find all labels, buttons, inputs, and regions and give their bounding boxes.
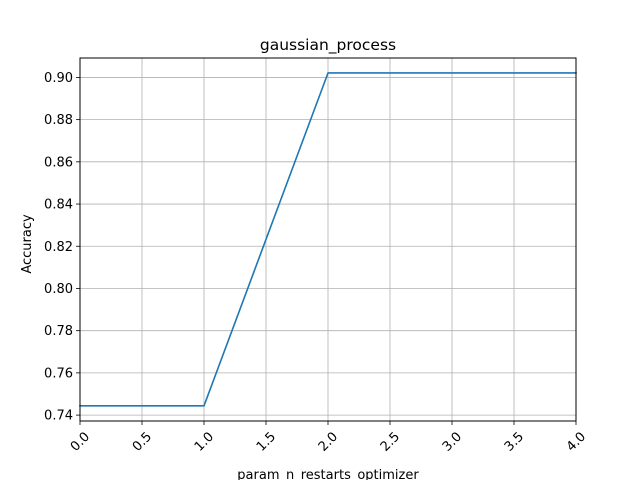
chart-title: gaussian_process [260, 36, 396, 55]
y-tick-label: 0.86 [44, 155, 73, 170]
y-tick-label: 0.82 [44, 240, 73, 255]
y-axis-label: Accuracy [20, 214, 35, 274]
y-tick-label: 0.80 [44, 282, 73, 297]
ticks: 0.0 0.5 1.0 1.5 2.0 2.5 3.0 3.5 4.00.740.760.780… [44, 71, 589, 455]
y-tick-label: 0.74 [44, 409, 73, 424]
x-axis-label: param_n_restarts_optimizer [237, 468, 419, 480]
y-tick-label: 0.78 [44, 324, 73, 339]
grid [79, 58, 577, 421]
y-tick-label: 0.84 [44, 198, 73, 213]
y-tick-label: 0.76 [44, 366, 73, 381]
y-tick-label: 0.88 [44, 113, 73, 128]
y-tick-label: 0.90 [44, 71, 73, 86]
series-layer [79, 72, 577, 407]
plot-area: 0.0 0.5 1.0 1.5 2.0 2.5 3.0 3.5 4.00.740.760.780… [44, 57, 589, 455]
series-line [79, 72, 577, 407]
